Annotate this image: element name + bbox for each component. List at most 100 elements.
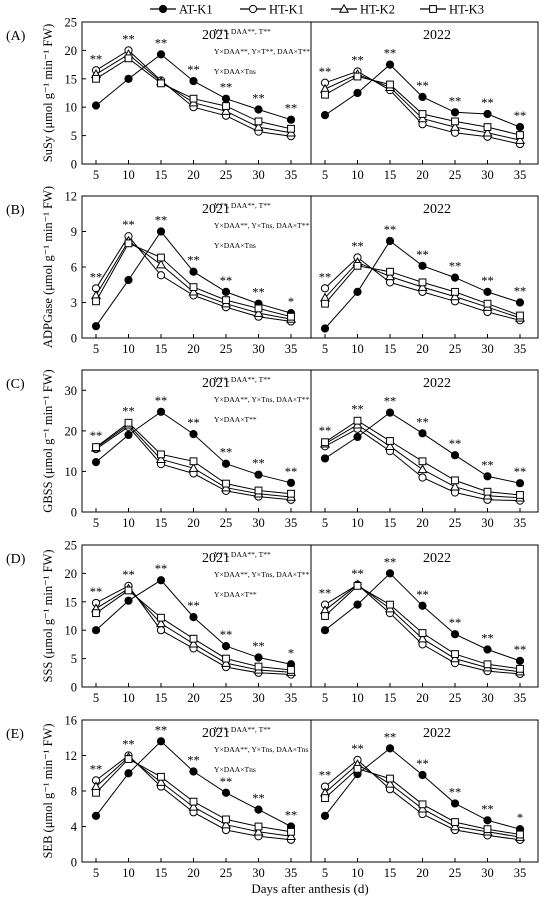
significance-mark: ** <box>220 81 233 95</box>
y-tick-label: 0 <box>71 681 77 695</box>
data-point <box>482 127 493 137</box>
data-point <box>254 105 263 114</box>
data-point <box>418 473 427 482</box>
data-point <box>483 825 492 834</box>
stats-note: Y×DAA×T** <box>214 590 257 599</box>
data-point <box>353 764 362 773</box>
data-point <box>189 76 198 86</box>
data-point <box>451 818 459 826</box>
stats-note: Y×DAA**, Y×Tns, DAA×T** <box>214 395 309 404</box>
data-point <box>156 626 166 635</box>
data-point <box>124 239 133 248</box>
y-tick-label: 0 <box>71 158 77 172</box>
significance-mark: ** <box>514 465 527 479</box>
data-point <box>417 633 428 643</box>
data-point <box>254 653 263 662</box>
x-tick-label: 15 <box>384 168 397 182</box>
data-point <box>385 744 395 753</box>
data-point <box>91 322 101 331</box>
data-point <box>156 227 166 236</box>
subpanel-2022: 5 10 15 20 25 30 35 2022 ** ** ** ** ** ** ** <box>319 28 527 182</box>
data-point <box>157 79 165 88</box>
stats-note: Y**, DAA**, T** <box>214 550 271 559</box>
data-point <box>124 769 133 778</box>
year-title: 2021 <box>202 28 230 43</box>
significance-mark: ** <box>449 260 462 274</box>
significance-mark: ** <box>122 218 135 232</box>
stats-note: Y×DAA×Tns <box>214 67 256 76</box>
significance-mark: ** <box>252 792 265 806</box>
x-tick-label: 10 <box>122 691 135 705</box>
significance-mark: ** <box>90 429 103 443</box>
stats-note: Y×DAA**, Y×Tns, DAA×Tns <box>214 745 308 754</box>
significance-mark: ** <box>90 52 103 66</box>
series-at-k1 <box>91 50 296 124</box>
data-point <box>92 297 100 306</box>
legend-label: AT-K1 <box>179 3 213 17</box>
data-point <box>483 109 492 119</box>
y-axis-label: ADPGase (μmol g⁻¹ min⁻¹ FW) <box>41 186 55 348</box>
x-tick-label: 15 <box>155 691 168 705</box>
significance-mark: ** <box>187 254 200 268</box>
data-point <box>222 654 230 663</box>
significance-mark: ** <box>220 775 233 789</box>
legend-label: HT-K2 <box>360 3 395 17</box>
y-tick-label: 16 <box>65 714 78 728</box>
plot-frame <box>81 544 539 688</box>
data-point <box>353 600 362 609</box>
y-tick-label: 10 <box>65 101 78 115</box>
data-point <box>157 613 165 622</box>
data-point <box>417 113 428 123</box>
x-tick-label: 35 <box>514 516 527 530</box>
stats-note: Y**, DAA**, T** <box>214 27 271 36</box>
x-tick-label: 10 <box>122 342 135 356</box>
data-point <box>449 121 461 131</box>
series-ht-k3 <box>92 755 295 836</box>
x-tick-label: 35 <box>285 691 298 705</box>
x-tick-label: 10 <box>122 168 135 182</box>
panel-label: (D) <box>6 552 26 567</box>
data-point <box>124 275 133 285</box>
data-point <box>189 797 198 806</box>
panel-label: (C) <box>6 377 25 392</box>
significance-mark: ** <box>187 753 200 767</box>
legend-marker <box>338 3 350 13</box>
x-tick-label: 35 <box>514 168 527 182</box>
significance-mark: ** <box>252 286 265 300</box>
data-point <box>450 273 460 282</box>
data-point <box>221 94 231 103</box>
stats-note: Y×DAA×Tns <box>214 241 256 250</box>
data-point <box>156 407 166 416</box>
y-tick-label: 6 <box>71 261 77 275</box>
stats-note: Y×DAA×T** <box>214 415 257 424</box>
significance-mark: * <box>288 646 294 660</box>
x-tick-label: 30 <box>252 342 265 356</box>
data-point <box>418 800 427 809</box>
data-point <box>157 253 165 262</box>
data-point <box>483 816 492 825</box>
x-tick-label: 25 <box>220 168 233 182</box>
data-point <box>221 287 231 296</box>
x-tick-label: 35 <box>514 691 527 705</box>
y-tick-label: 0 <box>71 332 77 346</box>
data-point <box>450 799 460 808</box>
significance-mark: ** <box>155 723 168 737</box>
data-point <box>418 457 427 466</box>
x-tick-label: 35 <box>514 866 527 880</box>
legend-marker <box>429 5 437 13</box>
data-point <box>92 609 100 618</box>
data-point <box>385 236 395 246</box>
x-tick-label: 35 <box>285 342 298 356</box>
x-tick-label: 25 <box>220 691 233 705</box>
significance-mark: ** <box>514 643 527 657</box>
x-tick-label: 25 <box>449 168 462 182</box>
data-point <box>287 124 295 133</box>
data-point <box>321 612 329 620</box>
significance-mark: ** <box>252 639 265 653</box>
data-point <box>91 101 101 110</box>
significance-mark: ** <box>351 53 364 67</box>
legend-item-ht-k1: HT-K1 <box>240 3 304 17</box>
significance-mark: ** <box>220 274 233 288</box>
